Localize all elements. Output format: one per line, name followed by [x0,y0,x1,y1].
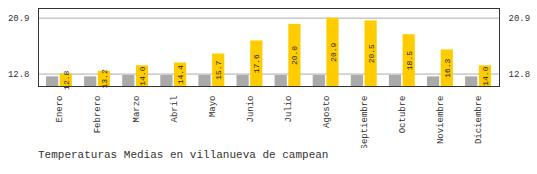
svg-text:20.9: 20.9 [509,14,531,24]
svg-text:20.9: 20.9 [329,43,338,62]
svg-text:12.8: 12.8 [61,70,71,90]
svg-text:20.9: 20.9 [8,14,30,24]
svg-text:Noviembre: Noviembre [436,96,446,145]
svg-text:Julio: Julio [284,96,294,123]
svg-text:20.0: 20.0 [290,46,299,65]
svg-text:Marzo: Marzo [132,96,142,123]
svg-text:Enero: Enero [55,96,65,123]
svg-text:13.2: 13.2 [100,69,109,88]
svg-text:17.6: 17.6 [252,54,261,73]
svg-text:Abril: Abril [170,96,180,123]
svg-text:Octubre: Octubre [398,96,408,134]
svg-text:Septiembre: Septiembre [360,96,370,149]
svg-text:Diciembre: Diciembre [474,96,484,145]
svg-text:16.3: 16.3 [443,58,452,77]
svg-text:18.5: 18.5 [405,51,414,70]
svg-text:Junio: Junio [246,96,256,123]
svg-text:12.8: 12.8 [8,70,30,80]
svg-text:15.7: 15.7 [214,60,223,79]
svg-text:Febrero: Febrero [93,96,103,134]
svg-text:12.8: 12.8 [509,70,531,80]
svg-text:Agosto: Agosto [322,96,332,128]
svg-text:14.4: 14.4 [176,65,185,84]
svg-text:Mayo: Mayo [208,96,218,118]
svg-text:14.0: 14.0 [481,66,490,85]
svg-text:14.0: 14.0 [138,66,147,85]
svg-text:20.5: 20.5 [367,44,376,63]
html-text:Temperaturas Medias en villanu: Temperaturas Medias en villanueva de cam… [38,149,329,161]
